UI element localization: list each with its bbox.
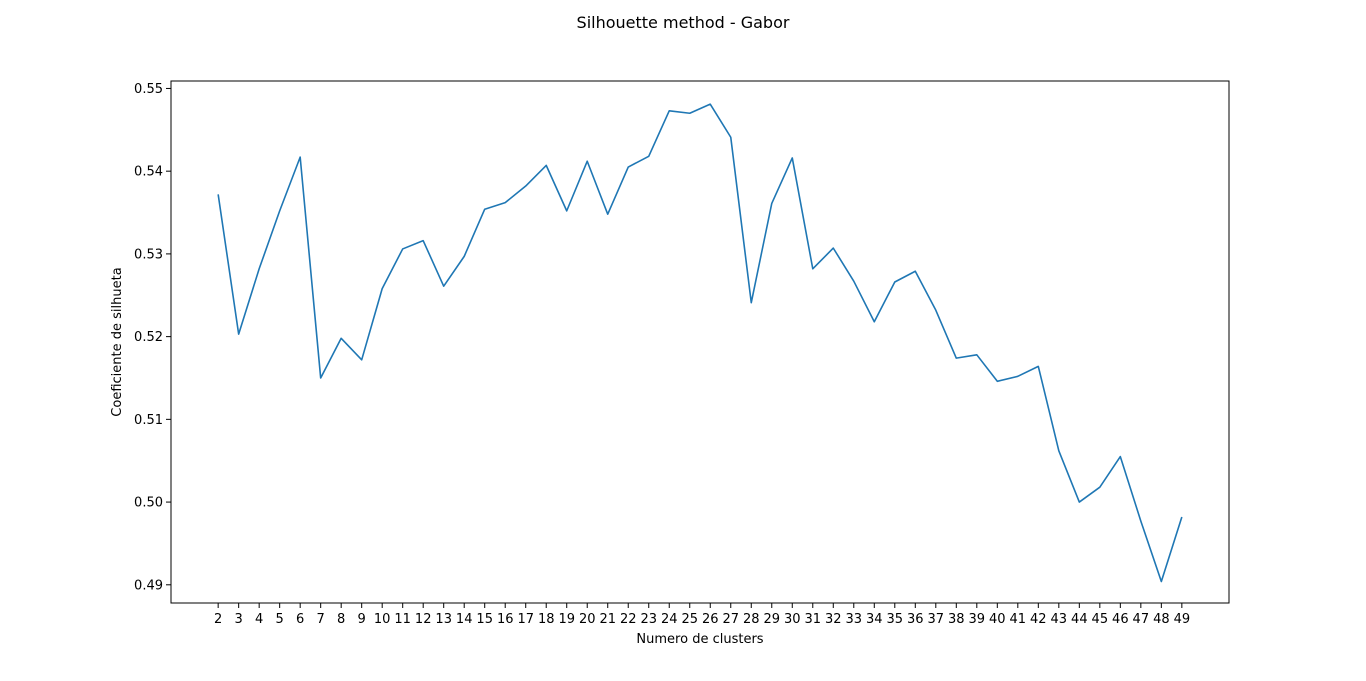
x-tick-label: 22: [620, 612, 637, 627]
x-tick-label: 13: [435, 612, 452, 627]
x-tick-label: 10: [374, 612, 391, 627]
x-tick-label: 32: [825, 612, 842, 627]
x-tick-label: 7: [317, 612, 325, 627]
x-tick-label: 3: [235, 612, 243, 627]
y-tick-label: 0.51: [134, 413, 163, 428]
x-tick-label: 45: [1092, 612, 1109, 627]
series-line: [217, 103, 1183, 583]
x-tick-label: 27: [722, 612, 739, 627]
x-tick-label: 48: [1153, 612, 1170, 627]
x-tick-label: 49: [1174, 612, 1191, 627]
y-tick-label: 0.50: [134, 496, 163, 511]
y-tick-label: 0.54: [134, 165, 163, 180]
x-tick-label: 20: [579, 612, 596, 627]
x-tick-label: 18: [538, 612, 555, 627]
x-tick-label: 9: [358, 612, 366, 627]
x-tick-label: 34: [866, 612, 883, 627]
x-tick-label: 40: [989, 612, 1006, 627]
x-tick-label: 19: [558, 612, 575, 627]
x-tick-label: 2: [214, 612, 222, 627]
x-tick-label: 11: [394, 612, 411, 627]
y-tick-label: 0.49: [134, 578, 163, 593]
x-tick-label: 6: [296, 612, 304, 627]
x-tick-label: 17: [517, 612, 534, 627]
x-tick-label: 38: [948, 612, 965, 627]
plot-frame: [170, 80, 1230, 604]
x-tick-label: 26: [702, 612, 719, 627]
y-tick-label: 0.52: [134, 330, 163, 345]
x-tick-label: 21: [599, 612, 616, 627]
x-tick-label: 12: [415, 612, 432, 627]
x-tick-label: 25: [681, 612, 698, 627]
x-tick-label: 42: [1030, 612, 1047, 627]
y-tick-label: 0.55: [134, 82, 163, 97]
x-tick-label: 28: [743, 612, 760, 627]
x-tick-label: 36: [907, 612, 924, 627]
x-tick-label: 30: [784, 612, 801, 627]
x-tick-label: 24: [661, 612, 678, 627]
x-tick-label: 4: [255, 612, 263, 627]
x-tick-label: 37: [928, 612, 945, 627]
y-axis-ticks: 0.49 0.50 0.51 0.52 0.53 0.54 0.55: [134, 82, 171, 593]
x-axis-ticks: 2 3 4 5 6 7 8 9 10 11 12 13 14 15 16 17 18 19 20 21 22 23 24 25…: [214, 603, 1190, 627]
x-tick-label: 15: [476, 612, 493, 627]
x-tick-label: 5: [276, 612, 284, 627]
x-axis-label: Numero de clusters: [636, 632, 763, 647]
x-tick-label: 35: [887, 612, 904, 627]
x-tick-label: 16: [497, 612, 514, 627]
x-tick-label: 44: [1071, 612, 1088, 627]
x-tick-label: 47: [1133, 612, 1150, 627]
x-tick-label: 43: [1051, 612, 1068, 627]
y-axis-label: Coeficiente de silhueta: [110, 267, 125, 416]
chart-title: Silhouette method - Gabor: [577, 13, 790, 32]
x-tick-label: 8: [337, 612, 345, 627]
x-tick-label: 14: [456, 612, 473, 627]
x-tick-label: 39: [969, 612, 986, 627]
x-tick-label: 33: [846, 612, 863, 627]
x-tick-label: 31: [804, 612, 821, 627]
x-tick-label: 41: [1010, 612, 1027, 627]
y-tick-label: 0.53: [134, 247, 163, 262]
x-tick-label: 29: [763, 612, 780, 627]
x-tick-label: 23: [640, 612, 657, 627]
x-tick-label: 46: [1112, 612, 1129, 627]
